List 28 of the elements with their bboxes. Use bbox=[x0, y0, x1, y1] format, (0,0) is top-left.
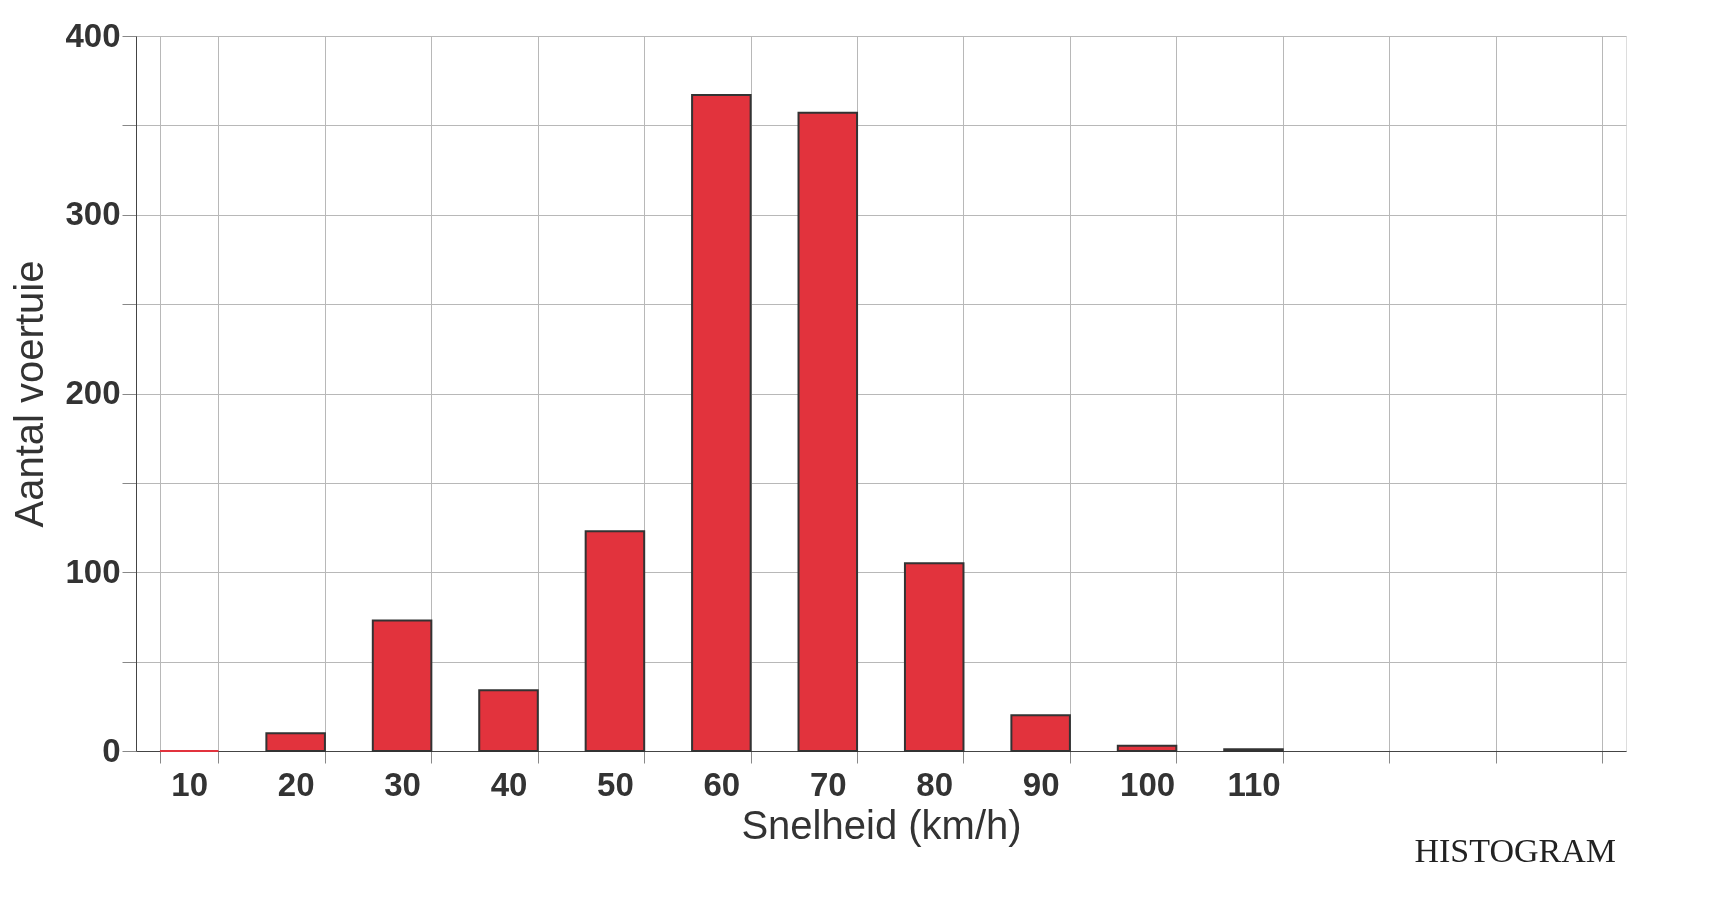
y-axis-title: Aantal voertuie bbox=[7, 260, 52, 528]
x-tick-label: 50 bbox=[597, 765, 634, 803]
bar bbox=[478, 689, 539, 752]
x-tick-label: 60 bbox=[703, 765, 741, 803]
x-tick-label: 90 bbox=[1022, 765, 1060, 803]
x-tick-label: 30 bbox=[384, 765, 421, 803]
x-tick-label: 20 bbox=[277, 765, 315, 803]
y-tick-label: 400 bbox=[65, 16, 121, 54]
x-tick-label: 10 bbox=[171, 765, 209, 803]
x-tick-label: 100 bbox=[1120, 765, 1176, 803]
y-tick-label: 300 bbox=[65, 195, 121, 233]
x-tick-label: 40 bbox=[490, 765, 528, 803]
x-tick-label: 80 bbox=[916, 765, 954, 803]
x-axis-title: Snelheid (km/h) bbox=[741, 802, 1022, 847]
y-tick-label: 0 bbox=[102, 731, 121, 769]
bar bbox=[584, 530, 646, 752]
bar bbox=[1116, 744, 1178, 752]
bar bbox=[265, 732, 326, 752]
text: HISTOGRAM bbox=[1414, 832, 1616, 869]
bar bbox=[691, 93, 752, 752]
bar bbox=[371, 619, 433, 752]
y-tick-label: 200 bbox=[65, 374, 121, 411]
x-tick-label: 70 bbox=[809, 765, 847, 803]
x-tick-label: 110 bbox=[1227, 765, 1281, 803]
bar bbox=[903, 562, 965, 752]
bar bbox=[1010, 714, 1071, 752]
y-tick-label: 100 bbox=[65, 552, 121, 590]
bar bbox=[797, 111, 859, 752]
